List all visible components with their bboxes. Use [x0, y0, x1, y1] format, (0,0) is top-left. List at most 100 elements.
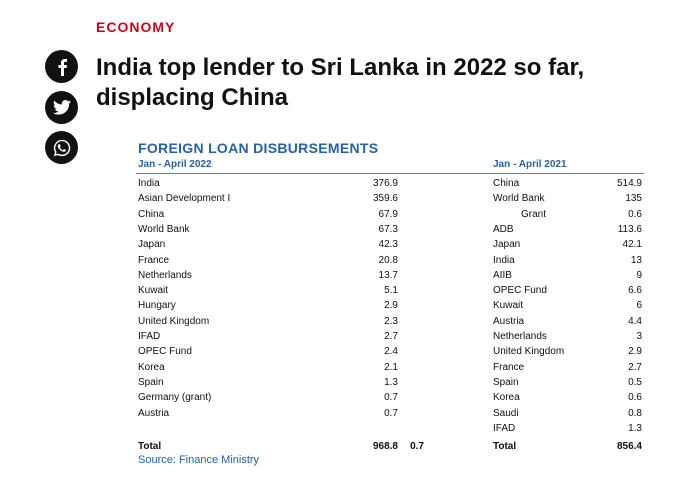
left-table-row: Austria 0.7 — [138, 406, 398, 421]
total-extra-value: 0.7 — [410, 441, 424, 453]
right-table-row: Saudi 0.8 — [493, 406, 642, 421]
lender-name: Korea — [493, 392, 520, 404]
twitter-icon — [52, 100, 71, 115]
right-table-row: World Bank 135 — [493, 191, 642, 206]
loan-amount: 4.4 — [628, 315, 642, 327]
left-table-row: Netherlands 13.7 — [138, 268, 398, 283]
right-table-row: Spain 0.5 — [493, 375, 642, 390]
loan-amount: 2.9 — [384, 300, 398, 312]
total-value: 968.8 — [372, 441, 398, 453]
loan-amount: 0.5 — [628, 376, 642, 388]
left-table-row: Japan 42.3 — [138, 237, 398, 252]
right-table-row: Korea 0.6 — [493, 390, 642, 405]
left-table-row: Kuwait 5.1 — [138, 283, 398, 298]
loan-amount: 9 — [636, 269, 642, 281]
lender-name: Kuwait — [493, 300, 524, 312]
lender-name: United Kingdom — [138, 315, 210, 327]
left-table-row: United Kingdom 2.3 — [138, 314, 398, 329]
right-table-row: Kuwait 6 — [493, 298, 642, 313]
loan-disbursement-table: FOREIGN LOAN DISBURSEMENTS Jan - April 2… — [136, 140, 644, 476]
left-table-row: Spain 1.3 — [138, 375, 398, 390]
loan-amount: 0.8 — [628, 407, 642, 419]
loan-amount: 376.9 — [372, 178, 398, 189]
loan-amount: 3 — [636, 331, 642, 342]
loan-amount: 135 — [625, 193, 642, 205]
right-total-row: Total 856.4 — [493, 439, 642, 454]
right-table-row: IFAD 1.3 — [493, 421, 642, 436]
lender-name: China — [138, 208, 165, 220]
loan-amount: 0.7 — [384, 392, 398, 404]
loan-amount: 2.9 — [628, 346, 642, 358]
lender-name: Spain — [138, 376, 164, 388]
lender-name: Netherlands — [493, 331, 547, 342]
left-table-row: Hungary 2.9 — [138, 298, 398, 313]
whatsapp-icon — [53, 139, 70, 156]
right-period-header: Jan - April 2021 — [493, 159, 567, 170]
left-table-row: World Bank 67.3 — [138, 222, 398, 237]
right-table-row: China 514.9 — [493, 176, 642, 191]
right-table-row: Netherlands 3 — [493, 329, 642, 344]
loan-amount: 6.6 — [628, 285, 642, 297]
lender-name: Austria — [493, 315, 525, 327]
loan-amount: 2.7 — [384, 331, 398, 342]
table-title: FOREIGN LOAN DISBURSEMENTS — [138, 140, 379, 156]
loan-amount: 20.8 — [378, 254, 398, 266]
right-table-row: Grant 0.6 — [493, 207, 642, 222]
twitter-share-button[interactable] — [45, 91, 78, 124]
facebook-share-button[interactable] — [45, 50, 78, 83]
left-table-row: Germany (grant) 0.7 — [138, 390, 398, 405]
left-table-row: China 67.9 — [138, 207, 398, 222]
left-table-row: Asian Development I 359.6 — [138, 191, 398, 206]
lender-name: Grant — [521, 208, 547, 220]
lender-name: Hungary — [138, 300, 176, 312]
right-table-row: India 13 — [493, 253, 642, 268]
loan-amount: 42.3 — [378, 239, 398, 251]
loan-amount: 13.7 — [378, 269, 398, 281]
left-table-row: India 376.9 — [138, 176, 398, 191]
loan-amount: 2.1 — [384, 361, 398, 373]
lender-name: ADB — [493, 223, 514, 235]
loan-amount: 42.1 — [622, 239, 642, 251]
lender-name: Saudi — [493, 407, 519, 419]
loan-amount: 2.7 — [628, 361, 642, 373]
lender-name: United Kingdom — [493, 346, 565, 358]
lender-name: France — [138, 254, 170, 266]
lender-name: Asian Development I — [138, 193, 231, 205]
header-divider — [136, 173, 644, 174]
lender-name: India — [138, 178, 160, 189]
loan-amount: 0.6 — [628, 208, 642, 220]
lender-name: Japan — [493, 239, 521, 251]
section-kicker[interactable]: ECONOMY — [96, 19, 176, 35]
lender-name: Japan — [138, 239, 166, 251]
right-table-row: France 2.7 — [493, 360, 642, 375]
total-label: Total — [138, 441, 162, 453]
loan-amount: 1.3 — [384, 376, 398, 388]
loan-amount: 113.6 — [617, 223, 642, 235]
loan-amount: 0.7 — [384, 407, 398, 419]
loan-amount: 6 — [636, 300, 642, 312]
whatsapp-share-button[interactable] — [45, 131, 78, 164]
loan-amount: 359.6 — [372, 193, 398, 205]
left-table-row: IFAD 2.7 — [138, 329, 398, 344]
loan-amount: 2.3 — [384, 315, 398, 327]
loan-amount: 5.1 — [384, 285, 398, 297]
left-total-row: Total 968.8 0.7 — [138, 439, 424, 454]
lender-name: Korea — [138, 361, 165, 373]
lender-name: IFAD — [493, 422, 516, 434]
left-table-row: Korea 2.1 — [138, 360, 398, 375]
right-table-row: Austria 4.4 — [493, 314, 642, 329]
right-table-row: AIIB 9 — [493, 268, 642, 283]
lender-name: IFAD — [138, 331, 161, 342]
loan-amount: 514.9 — [616, 178, 642, 189]
total-label: Total — [493, 441, 517, 453]
right-table-row: OPEC Fund 6.6 — [493, 283, 642, 298]
loan-amount: 0.6 — [628, 392, 642, 404]
lender-name: Austria — [138, 407, 170, 419]
lender-name: World Bank — [138, 223, 190, 235]
loan-amount: 13 — [630, 254, 642, 266]
total-value: 856.4 — [616, 441, 642, 453]
lender-name: Germany (grant) — [138, 392, 212, 404]
right-table-row: United Kingdom 2.9 — [493, 344, 642, 359]
right-table-row: Japan 42.1 — [493, 237, 642, 252]
lender-name: Kuwait — [138, 285, 169, 297]
